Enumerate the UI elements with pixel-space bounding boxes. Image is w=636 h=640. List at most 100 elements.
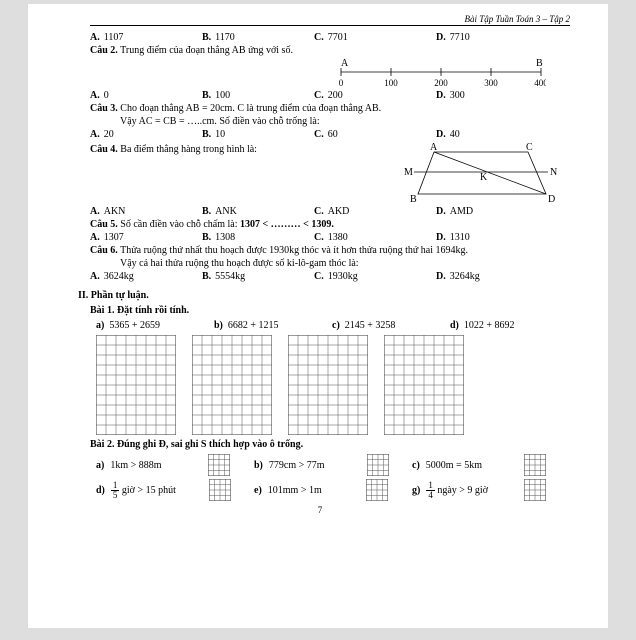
q3-c-lbl: C. xyxy=(314,129,324,140)
q3-d: 40 xyxy=(450,129,460,140)
q2-c-lbl: C. xyxy=(314,90,324,101)
b2-b-lbl: b) xyxy=(254,460,263,471)
q5-bold: 1307 < ……… < 1309. xyxy=(240,219,334,230)
b2-d-t: giờ > 15 phút xyxy=(119,484,175,495)
part2-title: II. Phần tự luận. xyxy=(78,290,590,301)
tick-400: 400 xyxy=(534,78,546,88)
q2-b-lbl: B. xyxy=(202,90,211,101)
page-number: 7 xyxy=(50,505,590,515)
q5-bo: 1308 xyxy=(215,232,235,243)
checkbox-grid xyxy=(524,454,546,476)
node-A: A xyxy=(430,142,438,153)
b2-d-lbl: d) xyxy=(96,485,105,496)
q4-figure: A C M K N B D xyxy=(400,142,590,204)
q2-c: 200 xyxy=(328,90,343,101)
b2-e-lbl: e) xyxy=(254,485,262,496)
q1-a: 1107 xyxy=(104,32,124,43)
q3-bo: 10 xyxy=(215,129,225,140)
b2-g-lbl: g) xyxy=(412,485,420,496)
bai2-title: Bài 2. Đúng ghi Đ, sai ghi S thích hợp v… xyxy=(90,439,590,450)
node-M: M xyxy=(404,167,413,178)
b1-c: 2145 + 3258 xyxy=(345,320,396,331)
checkbox-grid xyxy=(209,479,231,501)
numline-A: A xyxy=(341,58,349,69)
q3-a: 20 xyxy=(104,129,114,140)
bai1-items: a) 5365 + 2659 b) 6682 + 1215 c) 2145 + … xyxy=(96,320,590,331)
page: Bài Tập Tuần Toán 3 – Tập 2 A. 1107 B. 117… xyxy=(28,4,608,628)
q2-title-t: Trung điểm của đoạn thẳng AB ứng với số. xyxy=(118,45,293,56)
node-K: K xyxy=(480,172,488,183)
b1-b-lbl: b) xyxy=(214,320,223,331)
q3-t: Cho đoạn thẳng AB = 20cm. C là trung điể… xyxy=(118,103,381,114)
grid-d xyxy=(384,335,464,435)
q1-b: 1170 xyxy=(215,32,235,43)
b2-b: 779cm > 77m xyxy=(269,460,361,471)
tick-0: 0 xyxy=(339,78,344,88)
q1-options: A.1107 B.1170 C.7701 D.7710 xyxy=(90,32,590,43)
q4-options: A.AKN B.ANK C.AKD D.AMD xyxy=(90,206,590,217)
q6-b-lbl: B. xyxy=(202,271,211,282)
q6-a: 3624kg xyxy=(104,271,134,282)
node-B: B xyxy=(410,194,417,204)
q3-a-lbl: A. xyxy=(90,129,100,140)
header-title: Bài Tập Tuần Toán 3 – Tập 2 xyxy=(90,14,570,26)
q5-d-lbl: D. xyxy=(436,232,446,243)
q3-d-lbl: D. xyxy=(436,129,446,140)
checkbox-grid xyxy=(208,454,230,476)
q6-d: 3264kg xyxy=(450,271,480,282)
b1-c-lbl: c) xyxy=(332,320,340,331)
tick-100: 100 xyxy=(384,78,398,88)
q6-bo: 5554kg xyxy=(215,271,245,282)
q4-c-lbl: C. xyxy=(314,206,324,217)
q6-a-lbl: A. xyxy=(90,271,100,282)
q2-title: Câu 2. Trung điểm của đoạn thẳng AB ứng … xyxy=(90,45,590,56)
node-N: N xyxy=(550,167,557,178)
b2-a-lbl: a) xyxy=(96,460,104,471)
q5-options: A.1307 B.1308 C.1380 D.1310 xyxy=(90,232,590,243)
q5-b-lbl: B. xyxy=(202,232,211,243)
q5-d: 1310 xyxy=(450,232,470,243)
bai2-row1: a)1km > 888m b)779cm > 77m c)5000m = 5km xyxy=(96,454,590,476)
q6-title: Câu 6. Thửa ruộng thứ nhất thu hoạch đượ… xyxy=(90,245,590,256)
q3-sub: Vậy AC = CB = …..cm. Số điền vào chỗ trố… xyxy=(120,116,590,127)
grid-a xyxy=(96,335,176,435)
q5-title: Câu 5. Số cần điền vào chỗ chấm là: 1307… xyxy=(90,219,590,230)
grid-c xyxy=(288,335,368,435)
b2-a: 1km > 888m xyxy=(110,460,202,471)
q4-d: AMD xyxy=(450,206,473,217)
checkbox-grid xyxy=(366,479,388,501)
q3-b-lbl: B. xyxy=(202,129,211,140)
q1-c-lbl: C. xyxy=(314,32,324,43)
q4-c: AKD xyxy=(328,206,350,217)
q6-d-lbl: D. xyxy=(436,271,446,282)
q1-a-lbl: A. xyxy=(90,32,100,43)
q2-options: A.0 B.100 C.200 D.300 xyxy=(90,90,590,101)
q5-ta: Số cần điền vào chỗ chấm là: xyxy=(118,219,240,230)
q4-title: Câu 4. Ba điểm thẳng hàng trong hình là: xyxy=(90,144,400,155)
q2-a: 0 xyxy=(104,90,109,101)
q5-c: 1380 xyxy=(328,232,348,243)
q4-t: Ba điểm thẳng hàng trong hình là: xyxy=(118,144,257,155)
node-D: D xyxy=(548,194,555,204)
q6-t: Thửa ruộng thứ nhất thu hoạch được 1930k… xyxy=(118,245,468,256)
q2-title-b: Câu 2. xyxy=(90,45,118,56)
bai1-title: Bài 1. Đặt tính rồi tính. xyxy=(90,305,590,316)
checkbox-grid xyxy=(367,454,389,476)
q3-title: Câu 3. Cho đoạn thẳng AB = 20cm. C là tr… xyxy=(90,103,590,114)
q6-b: Câu 6. xyxy=(90,245,118,256)
q5-a-lbl: A. xyxy=(90,232,100,243)
bai1-grids xyxy=(96,335,590,435)
q5-b: Câu 5. xyxy=(90,219,118,230)
q2-b: 100 xyxy=(215,90,230,101)
b2-g-t: ngày > 9 giờ xyxy=(435,484,488,495)
bai2-row2: d)15 giờ > 15 phút e)101mm > 1m g)14 ngà… xyxy=(96,479,590,501)
q6-c-lbl: C. xyxy=(314,271,324,282)
q4-bo: ANK xyxy=(215,206,237,217)
b1-d-lbl: d) xyxy=(450,320,459,331)
b2-c-lbl: c) xyxy=(412,460,420,471)
node-C: C xyxy=(526,142,533,153)
q5-c-lbl: C. xyxy=(314,232,324,243)
b1-a-lbl: a) xyxy=(96,320,104,331)
q2-a-lbl: A. xyxy=(90,90,100,101)
q2-numberline: A B 0 100 200 300 400 xyxy=(336,58,590,88)
